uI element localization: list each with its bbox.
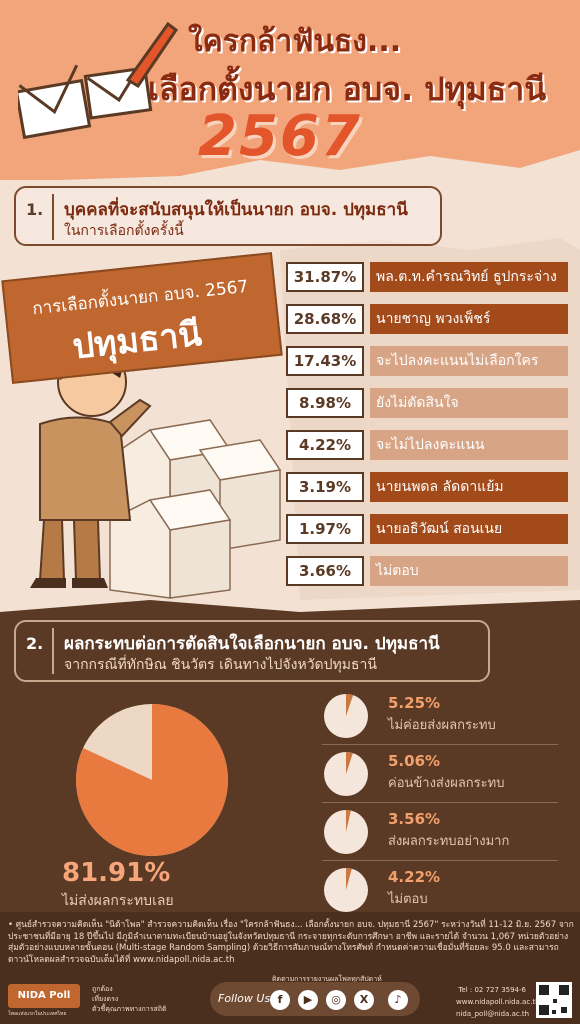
section2-title: ผลกระทบต่อการตัดสินใจเลือกนายก อบจ. ปทุม… [64,634,440,654]
section1-subtitle: ในการเลือกตั้งครั้งนี้ [64,223,184,239]
follow-us-label: Follow Us [218,992,271,1005]
impact-divider [322,744,558,745]
section2-header: 2. ผลกระทบต่อการตัดสินใจเลือกนายก อบจ. ป… [14,620,490,682]
result-percent: 8.98% [286,388,364,418]
result-percent: 3.66% [286,556,364,586]
result-row: 1.97% นายอธิวัฒน์ สอนเนย [286,514,568,544]
result-percent: 17.43% [286,346,364,376]
result-row: 8.98% ยังไม่ตัดสินใจ [286,388,568,418]
contact-info: Tel : 02 727 3594-6 www.nidapoll.nida.ac… [456,984,540,1020]
impact-item-pie-slice [346,694,354,716]
impact-main-label: ไม่ส่งผลกระทบเลย [62,893,174,909]
follow-title: ติดตามการรายงานผลโพลทุกสัปดาห์ [272,975,382,983]
tiktok-icon[interactable]: ♪ [388,990,408,1010]
section1-divider [52,194,54,240]
result-name: นายอธิวัฒน์ สอนเนย [370,514,568,544]
impact-item-percent: 5.25% [388,694,441,712]
footer-value-item: เที่ยงตรง [92,995,119,1003]
result-name: จะไปลงคะแนนไม่เลือกใคร [370,346,568,376]
impact-main-percent: 81.91% [62,858,171,888]
impact-item-label: ค่อนข้างส่งผลกระทบ [388,776,505,791]
result-percent: 1.97% [286,514,364,544]
impact-item-label: ไม่ค่อยส่งผลกระทบ [388,718,496,733]
section1-header: 1. บุคคลที่จะสนับสนุนให้เป็นนายก อบจ. ปท… [14,186,442,246]
footer-value-item: ถูกต้อง [92,985,113,993]
x-twitter-icon[interactable]: X [354,990,374,1010]
impact-item-label: ไม่ตอบ [388,892,428,907]
logo-tagline: โพลแห่งแรกในประเทศไทย [8,1011,67,1017]
impact-item-pie [324,694,368,738]
impact-item: 5.06% ค่อนข้างส่งผลกระทบ [322,748,558,800]
facebook-icon[interactable]: f [270,990,290,1010]
result-name: ยังไม่ตัดสินใจ [370,388,568,418]
nida-poll-logo: NIDA Poll [8,984,80,1008]
impact-item: 3.56% ส่งผลกระทบอย่างมาก [322,806,558,858]
impact-item-percent: 4.22% [388,868,441,886]
result-percent: 4.22% [286,430,364,460]
impact-item-pie-slice [346,868,352,890]
contact-website[interactable]: www.nidapoll.nida.ac.th [456,998,540,1006]
impact-item-pie [324,810,368,854]
impact-item-pie-slice [346,752,353,774]
impact-item: 4.22% ไม่ตอบ [322,864,558,916]
impact-divider [322,860,558,861]
impact-item-percent: 3.56% [388,810,441,828]
result-row: 31.87% พล.ต.ท.คำรณวิทย์ ธูปกระจ่าง [286,262,568,292]
result-row: 3.19% นายนพดล ลัดดาแย้ม [286,472,568,502]
impact-main-pie [75,704,229,856]
footer-values: ถูกต้อง เที่ยงตรง ตัวชี้คุณภาพทางการสถิต… [92,984,167,1014]
result-percent: 31.87% [286,262,364,292]
page-title-year: 2567 [198,104,362,169]
result-row: 3.66% ไม่ตอบ [286,556,568,586]
result-name: นายนพดล ลัดดาแย้ม [370,472,568,502]
impact-item-pie [324,752,368,796]
impact-main-pie-slice [75,704,229,856]
page-title-line2: เลือกตั้งนายก อบจ. ปทุมธานี [148,70,547,108]
contact-email[interactable]: nida_poll@nida.ac.th [456,1010,530,1018]
page-title-line1: ใครกล้าฟันธง... [188,24,402,59]
section1-title: บุคคลที่จะสนับสนุนให้เป็นนายก อบจ. ปทุมธ… [64,200,408,220]
section1-number: 1. [26,200,44,219]
youtube-icon[interactable]: ▶ [298,990,318,1010]
impact-item-pie [324,868,368,912]
result-name: จะไม่ไปลงคะแนน [370,430,568,460]
impact-item-pie-slice [346,810,351,832]
impact-item: 5.25% ไม่ค่อยส่งผลกระทบ [322,690,558,742]
section2-number: 2. [26,634,44,653]
result-name: ไม่ตอบ [370,556,568,586]
qr-code-icon[interactable] [536,982,572,1018]
result-row: 4.22% จะไม่ไปลงคะแนน [286,430,568,460]
impact-item-label: ส่งผลกระทบอย่างมาก [388,834,510,849]
result-percent: 3.19% [286,472,364,502]
result-row: 28.68% นายชาญ พวงเพ็ชร์ [286,304,568,334]
result-name: นายชาญ พวงเพ็ชร์ [370,304,568,334]
instagram-icon[interactable]: ◎ [326,990,346,1010]
result-row: 17.43% จะไปลงคะแนนไม่เลือกใคร [286,346,568,376]
survey-methodology-note: • ศูนย์สำรวจความคิดเห็น "นิด้าโพล" สำรวจ… [8,920,574,965]
impact-item-percent: 5.06% [388,752,441,770]
result-name: พล.ต.ท.คำรณวิทย์ ธูปกระจ่าง [370,262,568,292]
impact-divider [322,802,558,803]
envelope-pencil-icon [18,21,178,140]
result-percent: 28.68% [286,304,364,334]
contact-tel: Tel : 02 727 3594-6 [458,986,526,994]
footer-value-item: ตัวชี้คุณภาพทางการสถิติ [92,1005,167,1013]
section2-subtitle: จากกรณีที่ทักษิณ ชินวัตร เดินทางไปจังหวั… [64,657,377,673]
section2-divider [52,628,54,674]
